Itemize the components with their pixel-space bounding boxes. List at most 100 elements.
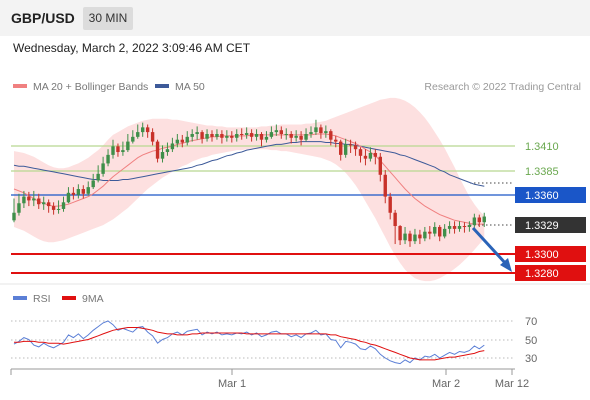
bollinger-band-area <box>14 97 485 282</box>
candle-body <box>329 131 333 140</box>
candle-body <box>27 196 31 201</box>
candle-body <box>408 233 412 242</box>
candle <box>348 139 353 153</box>
candle <box>141 122 145 137</box>
candle-body <box>309 132 313 134</box>
candle <box>116 143 120 157</box>
candles-layer <box>12 119 486 247</box>
candle-body <box>334 139 338 142</box>
candle-body <box>314 127 318 133</box>
candle-body <box>343 144 348 155</box>
candle-body <box>368 152 373 159</box>
timeframe-button[interactable]: 30 MIN <box>83 7 133 30</box>
candle-body <box>126 141 130 151</box>
rsi-legend-label: RSI <box>33 293 51 305</box>
candle <box>289 131 293 144</box>
candle-body <box>111 146 115 155</box>
candle-body <box>259 134 264 140</box>
candle-body <box>160 152 165 159</box>
candle <box>230 131 234 143</box>
candle <box>467 221 472 232</box>
candle-body <box>294 135 298 138</box>
candle-body <box>428 231 432 234</box>
candle <box>299 131 303 146</box>
candle <box>353 141 358 156</box>
candle <box>81 185 85 199</box>
forecast-arrow <box>471 226 512 272</box>
bollinger-band-layer <box>14 97 485 282</box>
rsi-gridlines <box>11 320 515 359</box>
candle <box>393 209 397 245</box>
candle-body <box>482 216 486 223</box>
candle <box>368 147 373 162</box>
candle <box>319 124 323 139</box>
candle <box>215 129 219 140</box>
candle <box>46 199 51 213</box>
candle <box>442 224 447 239</box>
candle <box>205 129 209 142</box>
pivot-label-box <box>515 187 586 203</box>
copyright-label: Research © 2022 Trading Central <box>424 81 581 93</box>
candle <box>195 126 199 140</box>
candle <box>423 226 427 242</box>
candle-body <box>205 134 209 139</box>
candle-body <box>96 173 100 181</box>
candle-body <box>131 136 135 142</box>
timestamp: Wednesday, March 2, 2022 3:09:46 AM CET <box>13 41 251 55</box>
rsi-ma-line <box>14 327 485 361</box>
candle-body <box>433 226 437 234</box>
candle <box>284 128 288 140</box>
x-axis-label-mar12: Mar 12 <box>495 378 529 390</box>
candle <box>56 200 61 214</box>
candle <box>249 129 254 142</box>
candle-body <box>170 143 175 150</box>
candle-body <box>383 174 387 197</box>
candle <box>373 149 378 165</box>
candle <box>106 149 110 167</box>
candle-body <box>304 134 308 140</box>
candle <box>145 124 150 138</box>
candle-body <box>76 189 81 195</box>
candle-body <box>185 136 189 143</box>
candle-body <box>398 226 402 241</box>
rsi-tick-50: 50 <box>525 335 537 347</box>
candle <box>408 230 412 247</box>
candle-body <box>165 149 170 153</box>
support1-label-box <box>515 246 586 262</box>
candle <box>210 130 214 142</box>
candle <box>482 212 486 227</box>
candle <box>121 141 125 156</box>
candle <box>343 138 348 158</box>
candle-body <box>190 134 194 137</box>
candle <box>150 128 155 146</box>
candle-body <box>235 134 239 138</box>
candle-body <box>66 192 71 203</box>
candle <box>155 139 160 163</box>
candle-body <box>279 130 283 134</box>
ma50-line <box>13 141 485 187</box>
candle-body <box>121 150 125 153</box>
candle-body <box>324 131 328 134</box>
candle-body <box>447 226 452 229</box>
support2-label-box <box>515 265 586 281</box>
candle <box>334 135 338 148</box>
candle <box>309 126 313 138</box>
candle-body <box>56 208 61 210</box>
candle <box>225 130 229 142</box>
pivot-label: 1.3360 <box>525 190 559 202</box>
candle <box>61 196 66 212</box>
candle-body <box>240 134 244 135</box>
candle <box>185 131 189 146</box>
candle-body <box>319 127 323 134</box>
candle <box>447 221 452 234</box>
candle-body <box>106 154 110 164</box>
candle <box>170 137 175 153</box>
candle <box>136 124 140 139</box>
candle-body <box>388 196 392 213</box>
candle <box>339 139 343 161</box>
candle <box>220 130 224 144</box>
candle <box>264 131 269 143</box>
candle <box>235 129 239 142</box>
